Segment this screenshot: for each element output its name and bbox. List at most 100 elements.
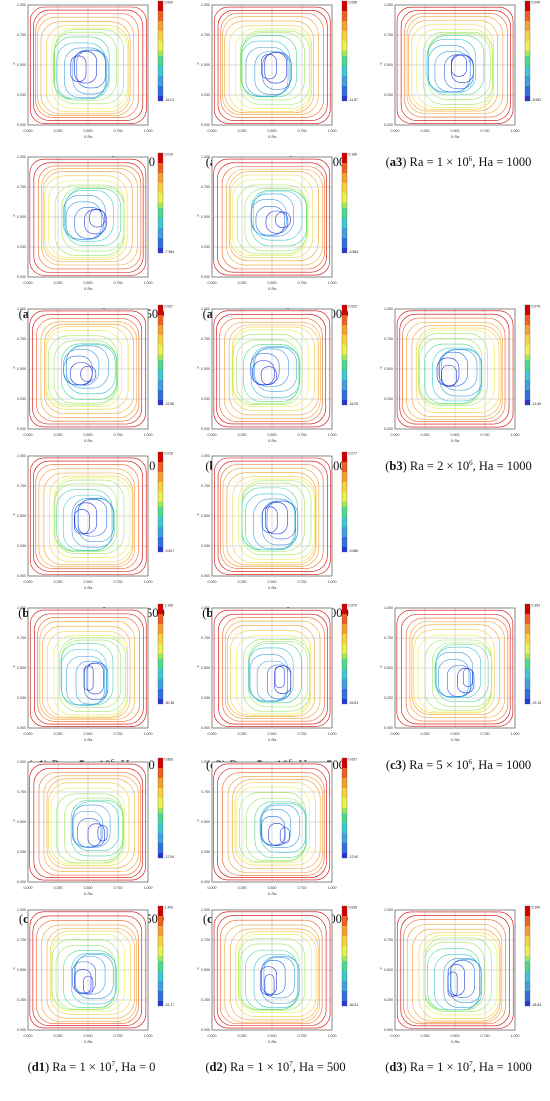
contour-line [44,323,134,414]
x-tick-label: 0.500 [268,281,277,285]
x-tick-label: 0.000 [208,433,217,437]
contour-line [434,51,471,93]
contour-line [224,20,315,114]
panel-caption: (d3) Ra = 1 × 107, Ha = 1000 [385,1059,532,1074]
x-tick-label: 1.000 [144,129,153,133]
legend-min-label: -16.05 [349,402,359,406]
y-axis-label: Y [13,819,16,823]
contour-line [264,52,288,84]
x-axis-label: X-Ra [451,1040,461,1044]
x-tick-label: 0.750 [114,580,123,584]
contour-plot-c2: 0.000 0.000 0.250 0.250 0.500 0.500 0.750 0.750… [197,604,359,743]
legend-max-label: 0.079 [532,305,541,309]
contour-line [35,464,139,569]
contour-line [432,642,492,707]
contour-line [76,49,106,89]
y-axis-label: Y [197,819,200,823]
contour-line [457,668,475,694]
hartmann-number: 0 [149,1060,156,1074]
y-tick-label: 0.000 [201,574,210,578]
contour-line [435,646,482,699]
y-tick-label: 0.250 [17,998,26,1002]
legend-max-label: 0.067 [165,305,174,309]
contour-line [261,960,286,995]
contour-line [232,779,321,869]
x-tick-label: 0.500 [268,886,277,890]
y-tick-label: 0.250 [201,93,210,97]
contour-line [70,799,124,857]
contour-line [235,786,310,864]
contour-line [83,975,94,995]
panel-caption: (a3) Ra = 1 × 106, Ha = 1000 [385,154,532,169]
hartmann-number: 1000 [506,155,532,169]
y-tick-label: 1.000 [384,3,393,7]
contour-line [251,193,294,237]
ra-base: 1 [437,1060,444,1074]
hartmann-number: 0 [149,459,156,473]
y-axis-label: Y [197,366,200,370]
contour-line [54,483,118,552]
contour-line [64,190,114,242]
legend-min-label: -16.01 [165,98,175,102]
contour-line [266,500,296,540]
contour-line [237,184,307,255]
x-tick-label: 0.500 [84,886,93,890]
contour-line [406,16,504,114]
panel-id: d2 [209,1060,223,1074]
legend-min-label: -9.817 [165,549,175,553]
contour-line [275,211,291,228]
contour-plot-a3: 0.000 0.000 0.250 0.250 0.500 0.500 0.750 0.750… [380,1,542,140]
contour-plot-a2: 0.000 0.000 0.250 0.250 0.500 0.500 0.750 0.750… [197,1,358,140]
y-tick-label: 0.000 [17,275,26,279]
x-axis-label: X-Ra [268,135,278,139]
y-tick-label: 0.750 [201,33,210,37]
x-axis-label: X-Ra [268,586,278,590]
contour-line [241,32,305,101]
y-axis-label: Y [380,967,383,971]
panel-c1: 0.000 0.000 0.250 0.250 0.500 0.500 0.750 0.750… [0,599,183,799]
y-tick-label: 1.000 [17,3,26,7]
x-tick-label: 0.250 [54,129,63,133]
contour-line [217,767,327,878]
ra-exponent: 6 [468,757,472,766]
panel-a3: 0.000 0.000 0.250 0.250 0.500 0.500 0.750 0.750… [367,0,550,196]
y-tick-label: 0.250 [384,397,393,401]
contour-line [254,51,291,95]
legend-min-label: -22.86 [165,402,175,406]
y-tick-label: 0.250 [201,397,210,401]
contour-line [261,804,300,848]
contour-line [252,360,275,386]
y-tick-label: 0.000 [17,574,26,578]
contour-line [232,476,316,564]
legend-min-label: -28.83 [532,1003,542,1007]
contour-line [254,346,298,392]
y-tick-label: 0.750 [17,185,26,189]
contour-line [29,310,147,428]
contour-line [248,647,294,702]
x-tick-label: 0.250 [421,433,430,437]
contour-line [245,46,289,97]
panel-b3: 0.000 0.000 0.250 0.250 0.500 0.500 0.750 0.750… [367,300,550,500]
x-tick-label: 0.000 [208,886,217,890]
contour-line [45,330,123,407]
y-tick-label: 1.000 [17,760,26,764]
contour-line [50,787,125,865]
contour-plot-c1: 0.000 0.000 0.250 0.250 0.500 0.500 0.750 0.750… [13,604,175,743]
contour-line [400,10,511,121]
contour-line [243,344,300,402]
panel-caption: (c3) Ra = 5 × 106, Ha = 1000 [385,757,532,772]
x-axis-label: X-Ra [268,738,278,742]
x-tick-label: 0.250 [421,129,430,133]
contour-line [51,27,128,109]
contour-line [228,171,319,262]
legend-max-label: 1.196 [165,604,174,608]
contour-plot-d2: 0.000 0.000 0.250 0.250 0.500 0.500 0.750 0.750… [197,906,359,1045]
hartmann-number: 1000 [506,758,532,772]
x-tick-label: 0.750 [481,129,490,133]
contour-line [462,668,473,687]
contour-line [441,364,457,387]
contour-line [38,772,142,876]
y-tick-label: 0.750 [201,636,210,640]
y-tick-label: 0.500 [384,968,393,972]
panel-c3: 0.000 0.000 0.250 0.250 0.500 0.500 0.750 0.750… [367,599,550,799]
